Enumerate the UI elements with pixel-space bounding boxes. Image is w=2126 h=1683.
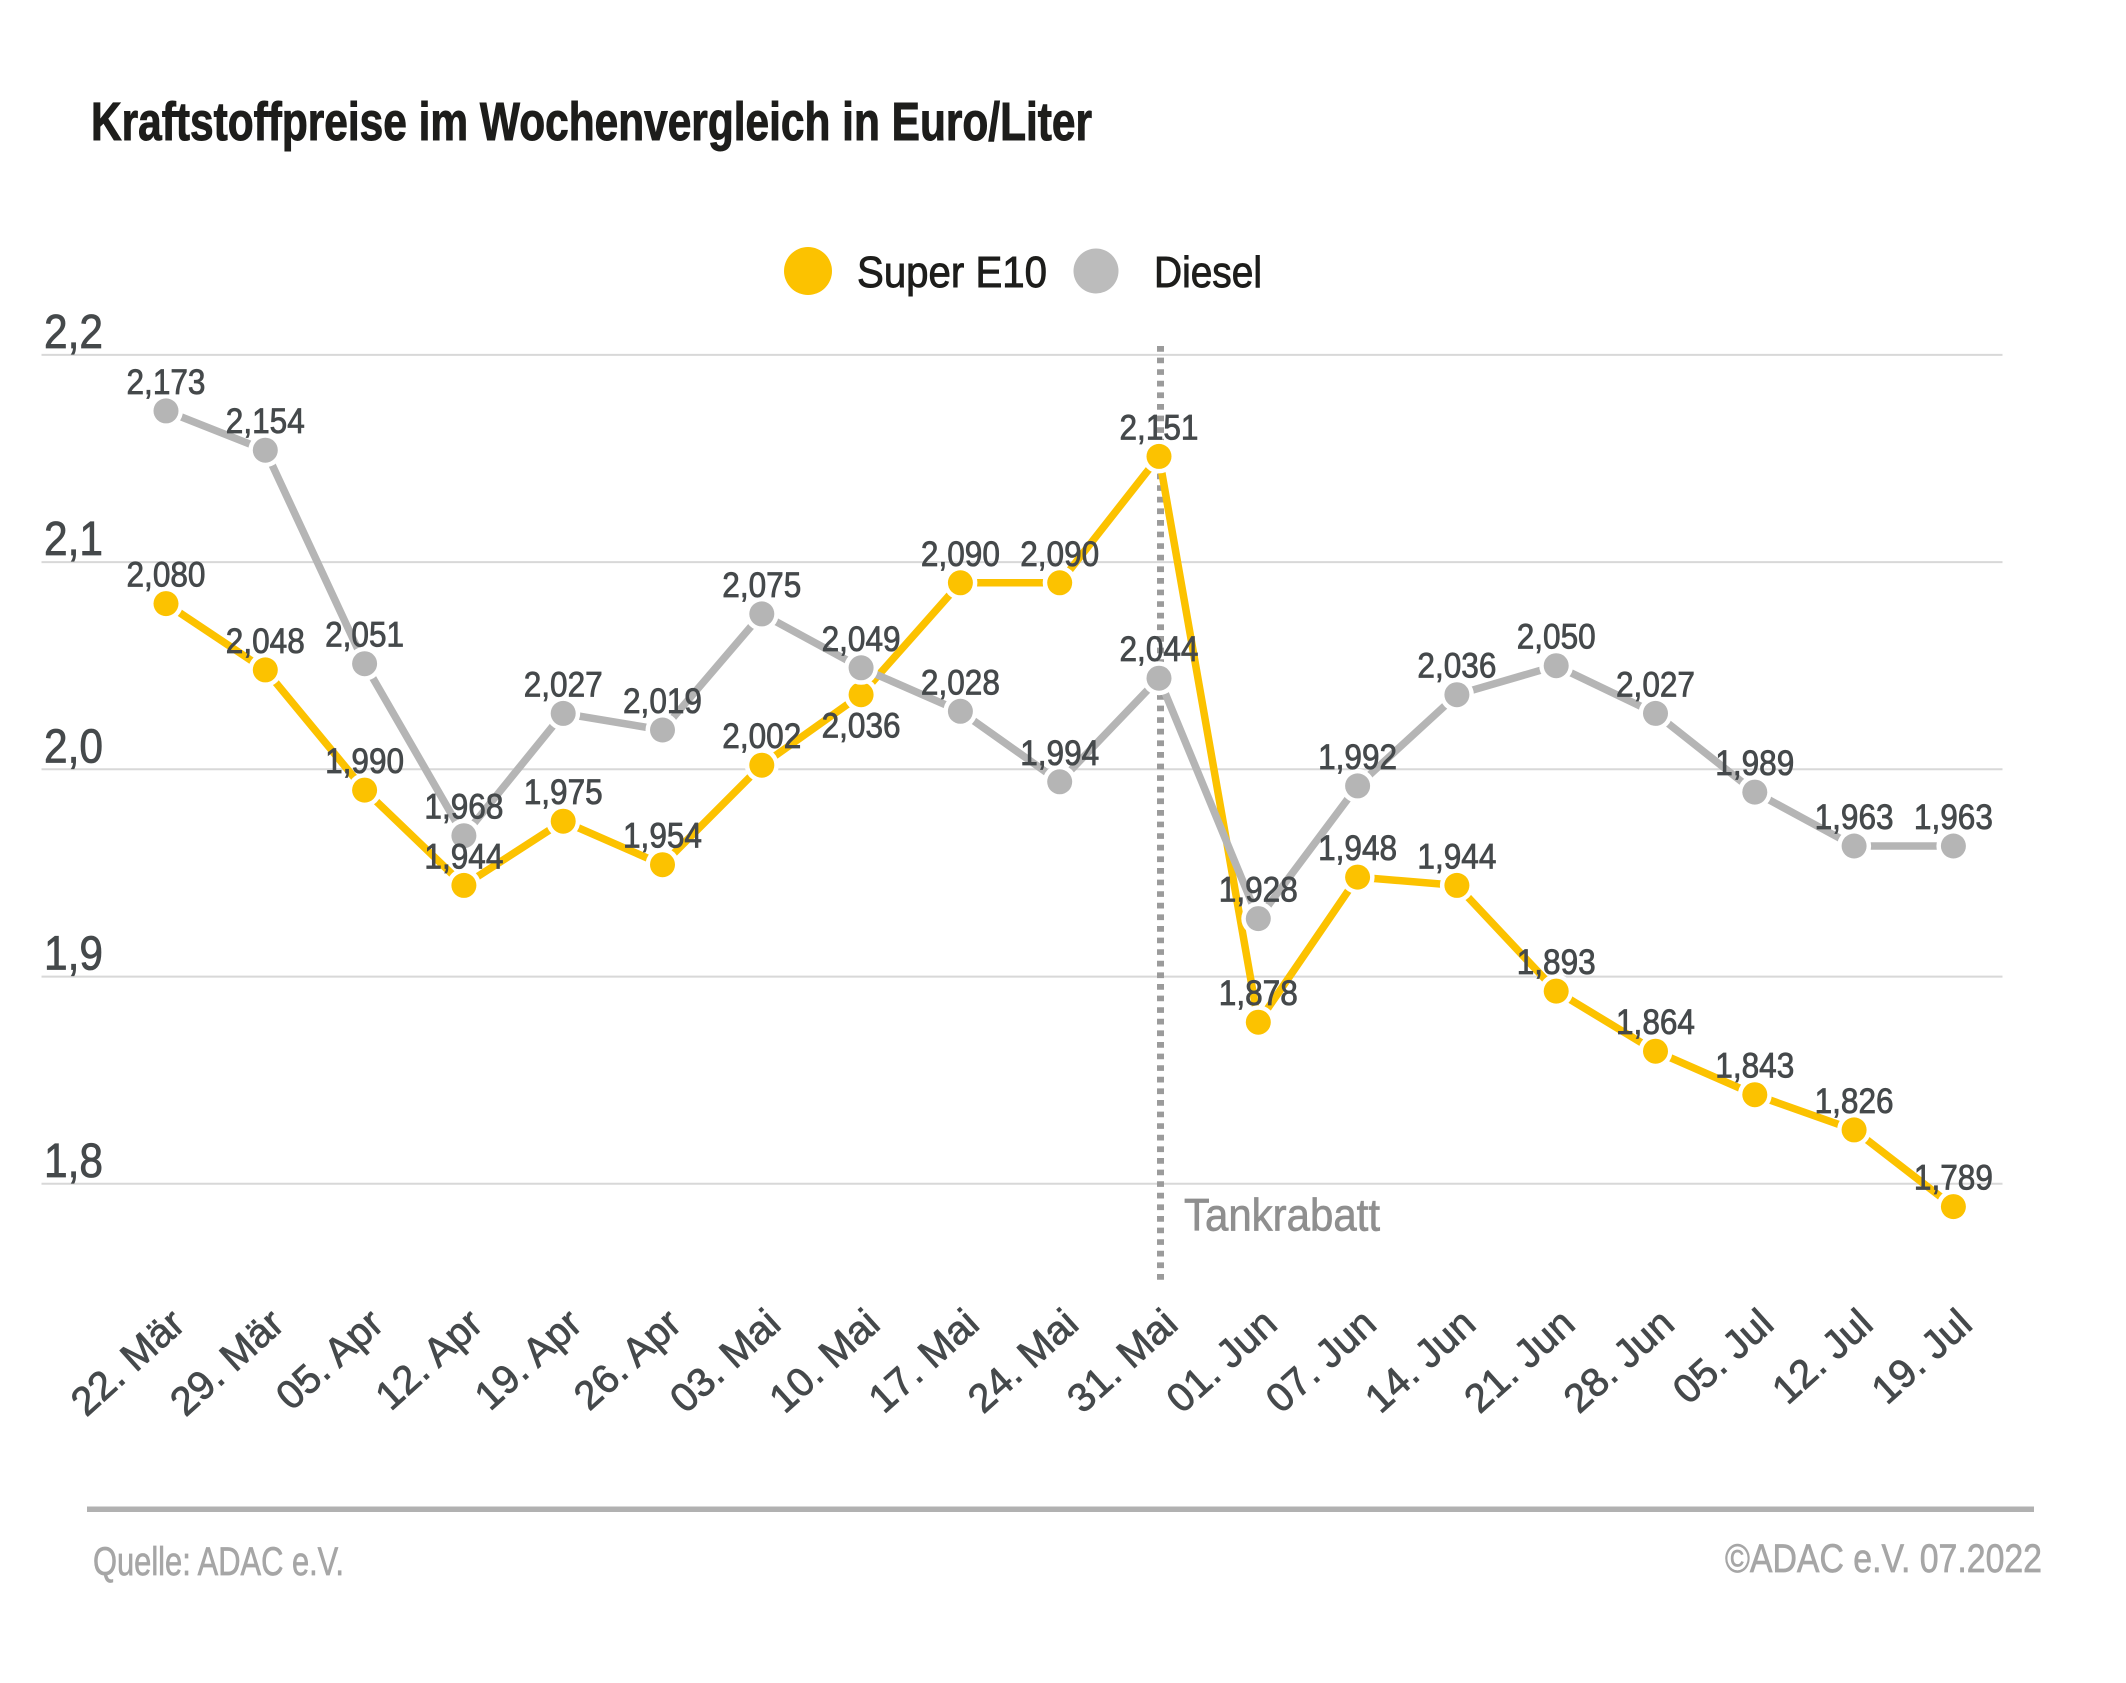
- svg-text:1,963: 1,963: [1914, 798, 1993, 837]
- svg-text:1,928: 1,928: [1219, 871, 1298, 910]
- svg-text:Tankrabatt: Tankrabatt: [1184, 1190, 1380, 1241]
- svg-text:2,050: 2,050: [1517, 618, 1596, 657]
- svg-text:2,048: 2,048: [226, 622, 305, 661]
- svg-text:Diesel: Diesel: [1154, 248, 1262, 297]
- svg-text:1,994: 1,994: [1020, 734, 1099, 773]
- svg-text:1,878: 1,878: [1219, 974, 1298, 1013]
- svg-text:2,2: 2,2: [44, 306, 103, 359]
- svg-text:©ADAC e.V. 07.2022: ©ADAC e.V. 07.2022: [1725, 1537, 2042, 1581]
- svg-text:2,154: 2,154: [226, 402, 305, 441]
- svg-text:2,090: 2,090: [1020, 535, 1099, 574]
- svg-text:2,080: 2,080: [127, 556, 206, 595]
- svg-text:2,019: 2,019: [623, 682, 702, 721]
- svg-text:1,944: 1,944: [1417, 837, 1496, 876]
- svg-text:2,075: 2,075: [722, 566, 801, 605]
- svg-text:1,8: 1,8: [44, 1135, 103, 1188]
- svg-text:1,989: 1,989: [1715, 744, 1794, 783]
- svg-text:Kraftstoffpreise im Wochenverg: Kraftstoffpreise im Wochenvergleich in E…: [91, 92, 1092, 152]
- svg-text:1,975: 1,975: [524, 773, 603, 812]
- svg-text:Super E10: Super E10: [857, 248, 1047, 297]
- svg-text:1,990: 1,990: [325, 742, 404, 781]
- svg-text:2,0: 2,0: [44, 720, 103, 773]
- svg-text:1,954: 1,954: [623, 817, 702, 856]
- svg-text:1,826: 1,826: [1815, 1082, 1894, 1121]
- svg-text:2,027: 2,027: [524, 665, 603, 704]
- svg-text:1,843: 1,843: [1715, 1047, 1794, 1086]
- svg-text:2,036: 2,036: [1417, 647, 1496, 686]
- svg-text:Quelle: ADAC e.V.: Quelle: ADAC e.V.: [93, 1540, 344, 1584]
- svg-text:2,028: 2,028: [921, 663, 1000, 702]
- svg-text:1,893: 1,893: [1517, 943, 1596, 982]
- svg-text:2,090: 2,090: [921, 535, 1000, 574]
- svg-text:1,944: 1,944: [424, 837, 503, 876]
- svg-text:2,036: 2,036: [822, 707, 901, 746]
- svg-text:1,992: 1,992: [1318, 738, 1397, 777]
- svg-text:2,049: 2,049: [822, 620, 901, 659]
- svg-text:2,173: 2,173: [127, 363, 206, 402]
- svg-text:1,864: 1,864: [1616, 1003, 1695, 1042]
- svg-text:1,968: 1,968: [424, 788, 503, 827]
- svg-text:1,963: 1,963: [1815, 798, 1894, 837]
- svg-text:1,948: 1,948: [1318, 829, 1397, 868]
- svg-text:2,044: 2,044: [1120, 630, 1199, 669]
- svg-text:1,9: 1,9: [44, 928, 103, 981]
- svg-text:2,151: 2,151: [1120, 408, 1199, 447]
- svg-text:2,002: 2,002: [722, 717, 801, 756]
- svg-text:2,1: 2,1: [44, 513, 103, 566]
- svg-text:2,051: 2,051: [325, 616, 404, 655]
- svg-text:1,789: 1,789: [1914, 1159, 1993, 1198]
- svg-text:2,027: 2,027: [1616, 665, 1695, 704]
